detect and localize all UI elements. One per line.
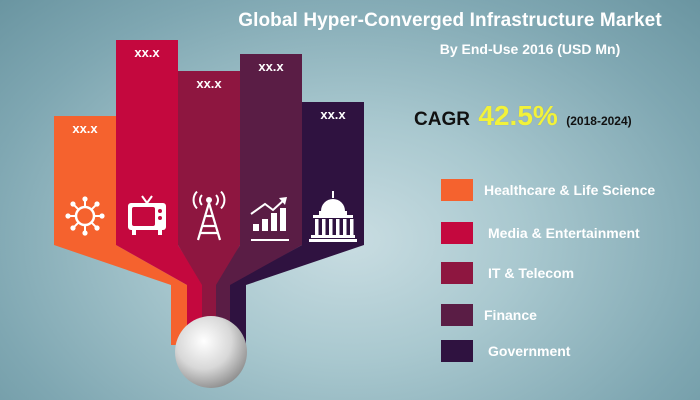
legend-item: Media & Entertainment (441, 222, 640, 244)
legend-swatch (441, 262, 473, 284)
legend-swatch (441, 340, 473, 362)
growth-chart-icon (250, 197, 289, 241)
legend-label: Government (488, 343, 571, 359)
cagr-period: (2018-2024) (566, 114, 632, 128)
antenna-tower-icon (192, 190, 226, 241)
cagr-value: 42.5% (478, 100, 558, 131)
cagr-label: CAGR (414, 109, 470, 130)
chart-title: Global Hyper-Converged Infrastructure Ma… (238, 10, 662, 31)
bar-5 (230, 102, 364, 345)
bar-3 (178, 71, 240, 345)
bar-2 (116, 40, 203, 345)
cagr-callout: CAGR 42.5% (2018-2024) (414, 100, 632, 132)
legend-label: IT & Telecom (488, 265, 575, 281)
chart-subtitle: By End-Use 2016 (USD Mn) (439, 41, 621, 57)
legend-label: Healthcare & Life Science (484, 182, 656, 198)
legend-item: Finance (441, 304, 537, 326)
bar-value-label: xx.x (196, 76, 222, 91)
virus-icon (65, 196, 105, 236)
legend-item: Government (441, 340, 570, 362)
legend-item: Healthcare & Life Science (441, 179, 655, 201)
bar-4 (216, 54, 302, 345)
bar-value-label: xx.x (320, 107, 346, 122)
bar-value-label: xx.x (258, 59, 284, 74)
legend-swatch (441, 304, 473, 326)
legend-swatch (441, 222, 473, 244)
bar-value-label: xx.x (134, 45, 160, 60)
bar-1 (54, 116, 187, 345)
legend-label: Finance (484, 307, 537, 323)
bars-layer (54, 40, 364, 345)
tv-icon (128, 195, 166, 235)
capitol-building-icon (309, 191, 357, 242)
funnel-sphere (175, 316, 247, 388)
legend-item: IT & Telecom (441, 262, 574, 284)
labels-layer: xx.x xx.x xx.x xx.x xx.x (72, 45, 346, 136)
legend-swatch (441, 179, 473, 201)
legend-label: Media & Entertainment (488, 225, 640, 241)
icons-layer (65, 190, 357, 242)
bar-value-label: xx.x (72, 121, 98, 136)
